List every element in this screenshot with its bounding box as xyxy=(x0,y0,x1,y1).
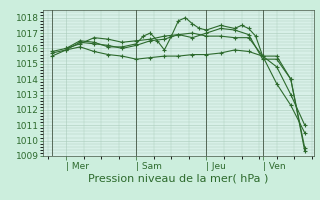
X-axis label: Pression niveau de la mer( hPa ): Pression niveau de la mer( hPa ) xyxy=(88,173,268,183)
